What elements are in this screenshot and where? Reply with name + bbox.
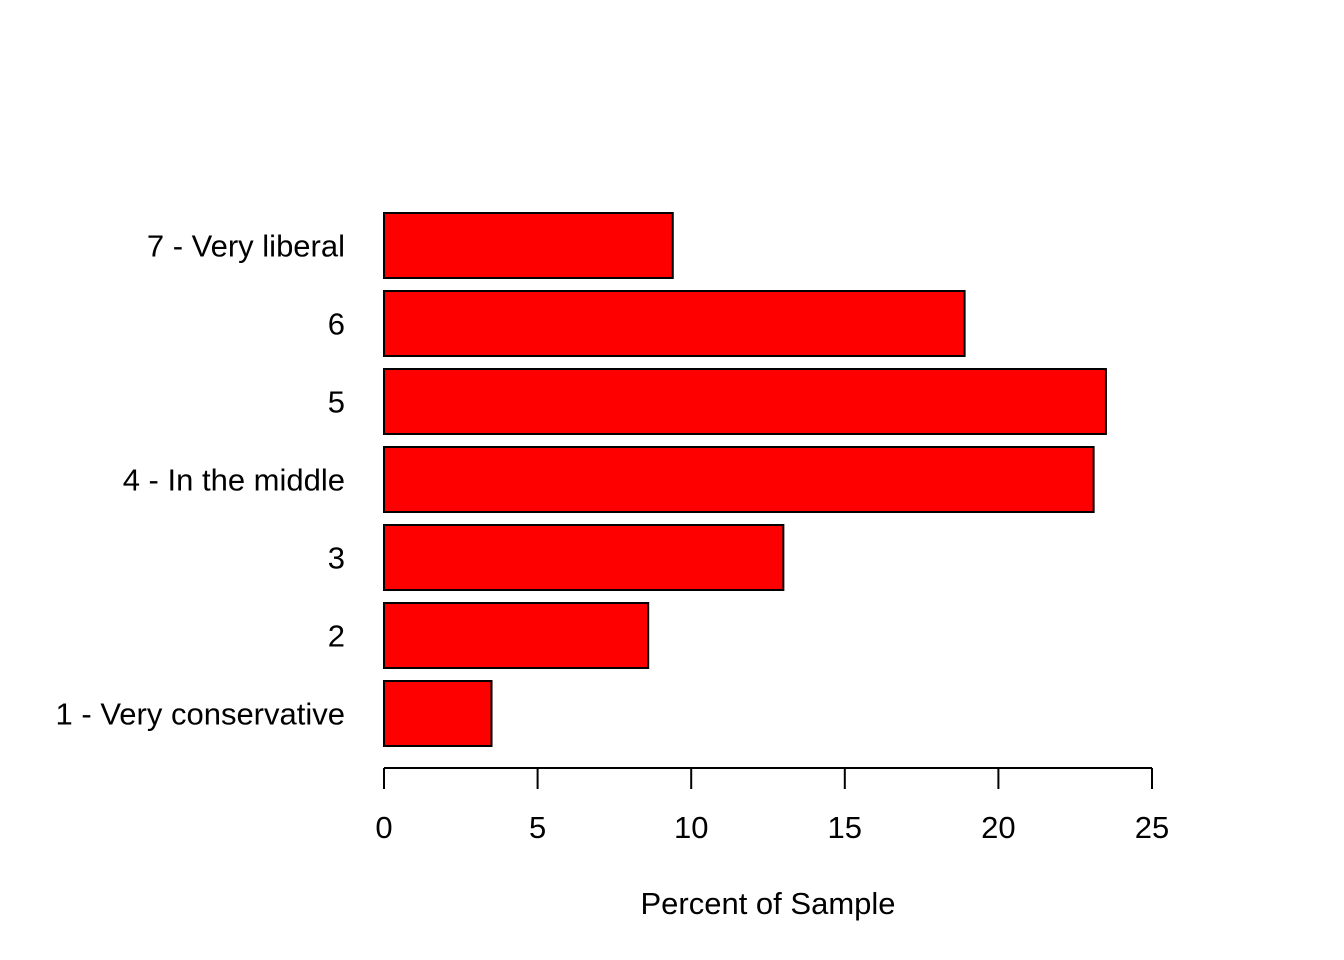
- x-tick-label-5: 5: [529, 810, 546, 845]
- category-label-6: 6: [328, 307, 345, 342]
- bar-7: [383, 212, 674, 279]
- bar-5: [383, 368, 1107, 435]
- category-label-3: 3: [328, 541, 345, 576]
- bar-6: [383, 290, 966, 357]
- x-tick-label-0: 0: [375, 810, 392, 845]
- category-label-4: 4 - In the middle: [123, 463, 345, 498]
- x-tick-label-25: 25: [1135, 810, 1169, 845]
- x-axis: 0 5 10 15 20 25: [375, 767, 1169, 845]
- x-tick-label-20: 20: [981, 810, 1015, 845]
- category-labels: 1 - Very conservative 2 3 4 - In the middle…: [56, 229, 345, 732]
- bar-1: [383, 680, 493, 747]
- x-tick-label-15: 15: [828, 810, 862, 845]
- bar-3: [383, 524, 785, 591]
- category-label-2: 2: [328, 619, 345, 654]
- bars-group: [383, 212, 1107, 747]
- bar-4: [383, 446, 1095, 513]
- category-label-1: 1 - Very conservative: [56, 697, 345, 732]
- category-label-7: 7 - Very liberal: [147, 229, 345, 264]
- category-label-5: 5: [328, 385, 345, 420]
- x-axis-title: Percent of Sample: [640, 886, 895, 921]
- bar-2: [383, 602, 650, 669]
- x-tick-label-10: 10: [674, 810, 708, 845]
